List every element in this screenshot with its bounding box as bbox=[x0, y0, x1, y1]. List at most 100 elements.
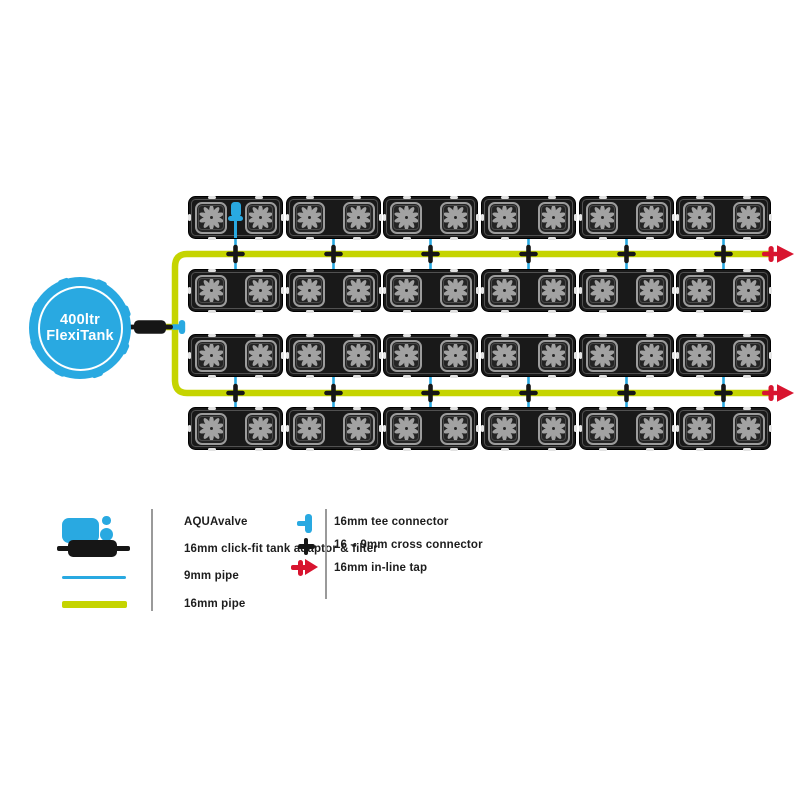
flower-icon bbox=[541, 278, 566, 303]
grow-pot-tray bbox=[675, 406, 772, 451]
pot bbox=[439, 412, 472, 445]
pot bbox=[732, 412, 765, 445]
grow-pot-tray bbox=[578, 406, 675, 451]
grow-pot-tray bbox=[480, 333, 577, 378]
flower-icon bbox=[346, 343, 371, 368]
legend-label-tap: 16mm in-line tap bbox=[334, 562, 428, 574]
grow-pot-tray bbox=[187, 195, 284, 240]
grow-pot-tray bbox=[285, 406, 382, 451]
pot bbox=[732, 201, 765, 234]
cross-connector-icon bbox=[226, 244, 245, 264]
flower-icon bbox=[443, 416, 468, 441]
pot bbox=[439, 201, 472, 234]
flower-icon bbox=[346, 205, 371, 230]
legend-divider-left bbox=[151, 509, 153, 611]
tank-adaptor-icon bbox=[57, 540, 130, 557]
cross-connector-icon bbox=[421, 383, 440, 403]
cross-connector-icon bbox=[421, 244, 440, 264]
flower-icon bbox=[589, 278, 615, 303]
pot bbox=[342, 274, 375, 307]
cross-connector-icon bbox=[714, 383, 733, 403]
grow-pot-tray bbox=[480, 195, 577, 240]
flower-icon bbox=[248, 278, 273, 303]
flower-icon bbox=[639, 205, 664, 230]
inline-tap-icon bbox=[762, 245, 794, 263]
grow-pot-tray bbox=[578, 195, 675, 240]
pipe-9mm-icon bbox=[62, 576, 126, 579]
grow-pot-tray bbox=[285, 195, 382, 240]
flower-icon bbox=[198, 343, 224, 368]
grow-pot-tray bbox=[675, 333, 772, 378]
flower-icon bbox=[491, 416, 517, 441]
legend-label-adaptor: 16mm click-fit tank adaptor & filter bbox=[184, 543, 378, 555]
flower-icon bbox=[686, 343, 712, 368]
flower-icon bbox=[248, 343, 273, 368]
cross-connector-icon bbox=[324, 244, 343, 264]
pot bbox=[244, 201, 277, 234]
legend-label-cross: 16 – 9mm cross connector bbox=[334, 539, 483, 551]
pot bbox=[586, 412, 618, 445]
flower-icon bbox=[346, 416, 371, 441]
pot bbox=[635, 339, 668, 372]
flower-icon bbox=[686, 205, 712, 230]
grow-pot-tray bbox=[675, 268, 772, 313]
pot bbox=[683, 201, 715, 234]
legend-label-tee: 16mm tee connector bbox=[334, 516, 449, 528]
flower-icon bbox=[686, 278, 712, 303]
pot bbox=[390, 339, 422, 372]
pot bbox=[635, 201, 668, 234]
legend-label-16mm-pipe: 16mm pipe bbox=[184, 598, 246, 610]
pot bbox=[244, 339, 277, 372]
flower-icon bbox=[393, 343, 419, 368]
flower-icon bbox=[198, 205, 224, 230]
grow-pot-tray bbox=[187, 268, 284, 313]
flower-icon bbox=[346, 278, 371, 303]
flower-icon bbox=[686, 416, 712, 441]
grow-pot-tray bbox=[480, 268, 577, 313]
flower-icon bbox=[491, 205, 517, 230]
pot bbox=[683, 274, 715, 307]
grow-pot-tray bbox=[382, 333, 479, 378]
grow-pot-tray bbox=[382, 268, 479, 313]
grow-pot-tray bbox=[187, 333, 284, 378]
cross-connector-icon bbox=[226, 383, 245, 403]
pot bbox=[586, 274, 618, 307]
pot bbox=[537, 339, 570, 372]
pot bbox=[390, 201, 422, 234]
flower-icon bbox=[541, 343, 566, 368]
flower-icon bbox=[736, 205, 761, 230]
pot bbox=[390, 274, 422, 307]
pipe-network bbox=[127, 235, 794, 411]
flower-icon bbox=[736, 343, 761, 368]
pot bbox=[683, 339, 715, 372]
grow-pot-tray bbox=[578, 333, 675, 378]
pot bbox=[488, 339, 520, 372]
pot bbox=[488, 412, 520, 445]
tee-connector-icon bbox=[297, 514, 313, 533]
pot bbox=[732, 339, 765, 372]
grow-pot-tray bbox=[285, 268, 382, 313]
flower-icon bbox=[296, 278, 322, 303]
flower-icon bbox=[541, 416, 566, 441]
flower-icon bbox=[639, 343, 664, 368]
grow-pot-tray bbox=[382, 406, 479, 451]
pot bbox=[195, 339, 227, 372]
pot bbox=[342, 201, 375, 234]
flower-icon bbox=[248, 205, 273, 230]
pot bbox=[537, 412, 570, 445]
grow-pot-tray bbox=[382, 195, 479, 240]
pot bbox=[586, 201, 618, 234]
pot bbox=[244, 412, 277, 445]
cross-connector-icon bbox=[298, 538, 315, 555]
pipe-16mm-icon bbox=[62, 601, 127, 608]
tank-adaptor-icon bbox=[127, 320, 173, 334]
legend-divider-right bbox=[325, 509, 327, 599]
inline-tap-icon bbox=[291, 558, 319, 577]
pot bbox=[195, 412, 227, 445]
cross-connector-icon bbox=[617, 383, 636, 403]
pot bbox=[195, 274, 227, 307]
flower-icon bbox=[589, 205, 615, 230]
flower-icon bbox=[541, 205, 566, 230]
inline-tap-icon bbox=[762, 384, 794, 402]
